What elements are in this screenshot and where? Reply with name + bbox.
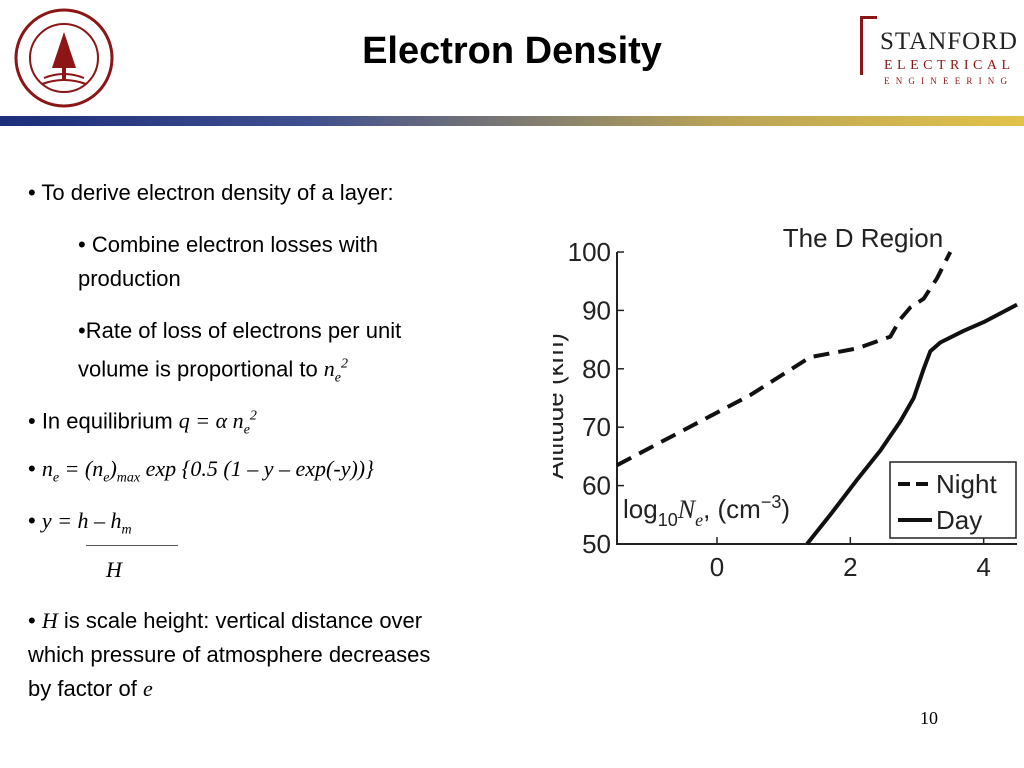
header-divider-bar xyxy=(0,116,1024,126)
bullet-ne-equation: • ne = (ne)max exp {0.5 (1 – y – exp(-y)… xyxy=(28,456,374,486)
logo-line-stanford: STANFORD xyxy=(880,28,1018,55)
bullet-y-equation: • y = h – hm xyxy=(28,508,132,538)
y-tick-label: 100 xyxy=(568,237,611,267)
slide-title: Electron Density xyxy=(362,30,662,72)
x-tick-label: 2 xyxy=(843,552,857,580)
d-region-chart: The D Region Altitude (km) 50 60 70 80 90 100… xyxy=(553,210,1023,580)
series-line-night xyxy=(616,251,953,467)
bullet-equilibrium: • In equilibrium q = α ne2 xyxy=(28,408,257,438)
page-number: 10 xyxy=(920,708,938,728)
plot-area: 50 60 70 80 90 100 0 2 4 xyxy=(568,237,1018,580)
legend-box xyxy=(889,461,1017,539)
bullet-derive: • To derive electron density of a layer: xyxy=(28,180,394,205)
bullet-scale-height-line3: by factor of e xyxy=(28,676,153,701)
fraction-denominator: H xyxy=(106,557,122,582)
stanford-seal-logo xyxy=(14,8,114,108)
chart-legend: Night Day xyxy=(889,461,1017,539)
y-tick-label: 60 xyxy=(582,471,611,501)
y-tick-label: 80 xyxy=(582,354,611,384)
bullet-rate-line2: volume is proportional to ne2 xyxy=(78,356,349,386)
x-tick-label: 4 xyxy=(976,552,990,580)
x-tick-label: 0 xyxy=(710,552,724,580)
y-axis-label: Altitude (km) xyxy=(553,333,569,479)
logo-bracket-icon xyxy=(860,16,877,75)
series-line-day xyxy=(805,302,1018,546)
legend-label-day: Day xyxy=(936,505,982,535)
y-tick-label: 90 xyxy=(582,295,611,325)
stanford-electrical-engineering-logo: STANFORD ELECTRICAL ENGINEERING xyxy=(858,14,1018,94)
bullet-combine-line2: production xyxy=(78,266,181,291)
bullet-scale-height-line2: which pressure of atmosphere decreases xyxy=(28,642,431,667)
y-tick-label: 70 xyxy=(582,412,611,442)
legend-label-night: Night xyxy=(936,469,997,499)
logo-line-engineering: ENGINEERING xyxy=(884,76,1014,86)
x-axis-label: log10Ne, (cm−3) xyxy=(623,492,790,530)
chart-title: The D Region xyxy=(783,223,943,253)
bullet-rate-line1: •Rate of loss of electrons per unit xyxy=(78,318,402,343)
bullet-scale-height-line1: • H is scale height: vertical distance o… xyxy=(28,608,423,633)
fraction-bar xyxy=(86,545,178,546)
logo-line-electrical: ELECTRICAL xyxy=(884,58,1015,73)
bullet-combine-line1: • Combine electron losses with xyxy=(78,232,378,257)
y-tick-label: 50 xyxy=(582,529,611,559)
